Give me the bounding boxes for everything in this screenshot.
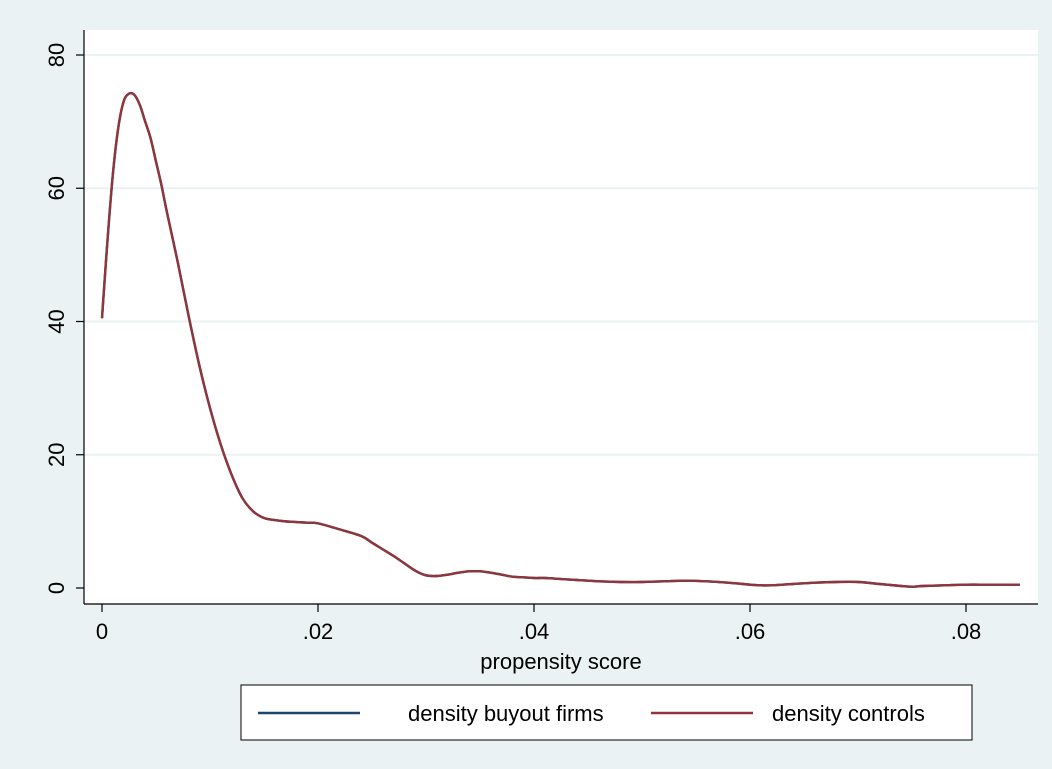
y-tick-label: 60 [44,176,69,200]
y-tick-label: 80 [44,43,69,67]
gridlines [84,54,1038,456]
x-tick-label: .08 [951,619,982,644]
axes [83,30,1038,605]
plot-area [84,30,1038,604]
y-tick-label: 20 [44,443,69,467]
series-line-controls [100,91,1020,588]
legend-box [240,684,973,741]
legend-label-controls: density controls [772,701,925,726]
legend: density buyout firms density controls [240,684,973,741]
legend-label-buyout-firms: density buyout firms [408,701,604,726]
x-tick-label: .02 [303,619,334,644]
x-tick-label: .06 [735,619,766,644]
x-tick-label: 0 [96,619,108,644]
x-tick-label: .04 [519,619,550,644]
series-lines [100,91,1020,588]
y-axis-ticks: 0 20 40 60 80 [44,43,84,594]
y-tick-label: 40 [44,309,69,333]
x-axis-title: propensity score [480,649,641,674]
y-tick-label: 0 [44,582,69,594]
x-axis-ticks: 0 .02 .04 .06 .08 [96,604,981,644]
